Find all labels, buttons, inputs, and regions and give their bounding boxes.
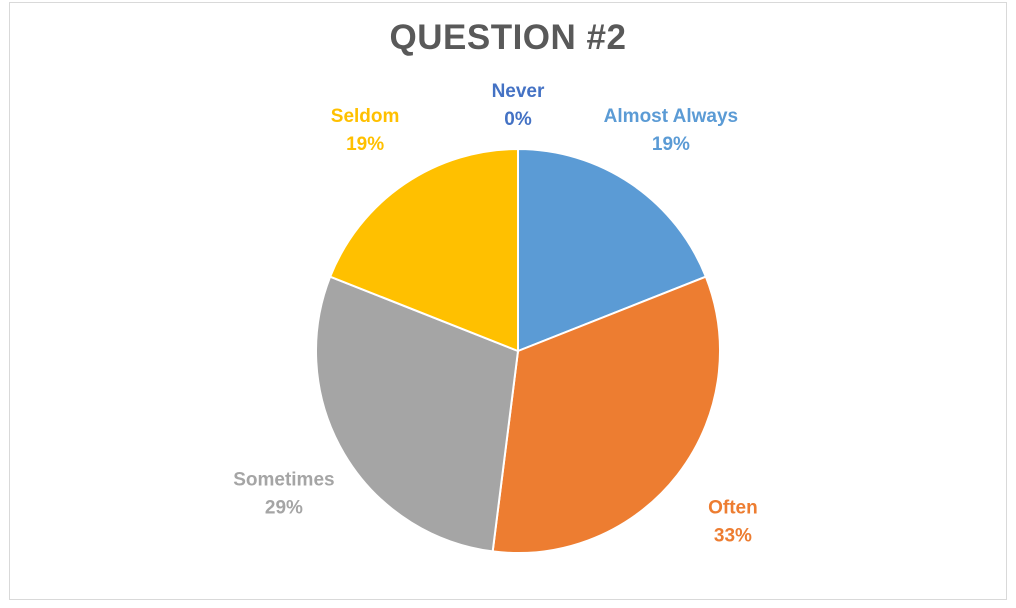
chart-title: QUESTION #2 (389, 18, 627, 57)
pie-value-seldom: 19% (346, 134, 384, 155)
pie-label-never: Never (492, 81, 545, 102)
pie-slice-almost-always (517, 148, 707, 352)
pie-slice-sometimes (315, 275, 519, 553)
pie-value-often: 33% (714, 526, 752, 547)
pie-value-almost-always: 19% (652, 134, 690, 155)
pie-label-seldom: Seldom (331, 106, 400, 127)
pie-label-almost-always: Almost Always (604, 106, 738, 127)
pie-slice-seldom (329, 148, 519, 352)
pie-label-often: Often (708, 498, 758, 519)
pie-label-sometimes: Sometimes (233, 470, 334, 491)
pie-value-never: 0% (504, 109, 532, 130)
pie-value-sometimes: 29% (265, 498, 303, 519)
pie-slice-often (491, 275, 721, 554)
